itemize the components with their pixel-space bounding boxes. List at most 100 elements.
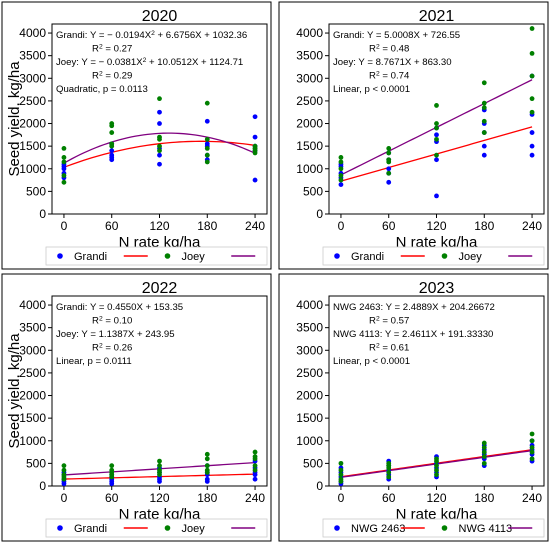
data-point-1 [338, 173, 344, 178]
data-point-1 [61, 146, 67, 151]
x-tick-label: 0 [61, 491, 68, 505]
y-tick-label: 4000 [19, 298, 46, 312]
x-tick-label: 120 [426, 219, 446, 233]
data-point-1 [252, 148, 258, 154]
data-point-1 [338, 472, 344, 478]
x-tick-label: 240 [522, 219, 542, 233]
annotation-line: Joey: Y = 1.1387X + 243.95 [56, 329, 175, 340]
data-point-0 [252, 177, 258, 183]
y-tick-label: 2500 [19, 366, 46, 380]
annotation-line: Grandi: Y = 5.0008X + 726.55 [333, 30, 460, 41]
data-point-0 [109, 148, 115, 154]
y-tick-label: 4000 [296, 298, 323, 312]
panel-frame [1, 273, 272, 542]
data-point-1 [338, 155, 344, 160]
y-tick-label: 0 [39, 479, 46, 493]
data-point-1 [157, 467, 162, 473]
annotation-line: R2 = 0.27 [92, 43, 132, 55]
annotation-line: Quadratic, p = 0.0113 [56, 84, 148, 95]
data-point-0 [252, 476, 258, 482]
data-point-1 [338, 476, 344, 482]
data-point-1 [204, 152, 210, 158]
x-tick-label: 180 [197, 219, 217, 233]
data-point-1 [157, 143, 162, 149]
y-tick-label: 500 [26, 456, 46, 470]
data-point-0 [481, 143, 487, 149]
data-point-1 [252, 454, 258, 459]
annotation-line: R2 = 0.74 [369, 70, 410, 82]
y-tick-label: 0 [316, 479, 323, 493]
data-point-1 [204, 100, 210, 106]
y-tick-label: 0 [39, 207, 46, 221]
legend-marker [164, 253, 171, 259]
chart-panel-2022: 2022 0 500 1000 1500 2000 2500 3000 3500 4000 0 60 1… [1, 273, 272, 542]
y-tick-label: 3500 [19, 49, 46, 63]
data-point-1 [338, 159, 344, 165]
data-point-1 [386, 157, 392, 163]
y-tick-label: 3000 [19, 343, 46, 357]
data-point-1 [481, 460, 487, 466]
data-point-1 [386, 474, 392, 480]
data-point-1 [204, 146, 210, 151]
y-tick-label: 2500 [19, 94, 46, 108]
legend-marker [57, 253, 63, 259]
data-point-1 [109, 467, 115, 473]
x-tick-label: 240 [522, 491, 542, 505]
data-point-0 [204, 118, 210, 124]
data-point-1 [157, 136, 162, 142]
y-tick-label: 3000 [19, 71, 46, 85]
data-point-1 [204, 463, 210, 469]
y-tick-label: 1500 [19, 411, 46, 425]
fit-line-0 [63, 140, 256, 168]
data-point-1 [386, 146, 392, 151]
data-point-0 [529, 130, 535, 135]
x-tick-label: 60 [382, 491, 396, 505]
legend-marker [441, 253, 448, 259]
data-point-1 [434, 125, 439, 131]
data-point-1 [61, 155, 67, 160]
data-point-0 [434, 157, 439, 163]
data-point-1 [252, 463, 258, 469]
legend-marker [334, 253, 340, 259]
data-point-1 [434, 136, 439, 142]
data-point-1 [204, 467, 210, 473]
data-point-1 [481, 105, 487, 111]
y-tick-label: 3000 [296, 71, 323, 85]
data-point-1 [481, 445, 487, 450]
data-point-0 [434, 132, 439, 138]
data-point-1 [529, 431, 535, 437]
data-point-1 [434, 467, 439, 473]
data-point-1 [529, 109, 535, 115]
legend: Grandi Joey [45, 518, 268, 538]
chart-title: 2021 [419, 8, 455, 25]
legend-marker [164, 525, 171, 531]
data-point-0 [157, 152, 162, 158]
annotation-line: Joey: Y = − 0.0381X2 + 10.0512X + 1124.7… [56, 57, 243, 69]
x-tick-label: 0 [338, 219, 345, 233]
y-tick-label: 2000 [296, 389, 323, 403]
panel-frame [278, 273, 549, 542]
data-point-1 [434, 152, 439, 158]
x-tick-label: 120 [149, 491, 169, 505]
data-point-0 [109, 155, 115, 160]
data-point-0 [529, 143, 535, 149]
data-point-1 [204, 451, 210, 457]
data-point-1 [204, 136, 210, 142]
data-point-1 [61, 472, 67, 478]
data-point-1 [434, 463, 439, 469]
data-point-1 [252, 467, 258, 473]
annotation-line: Joey: Y = 8.7671X + 863.30 [333, 57, 452, 68]
data-point-0 [386, 179, 392, 185]
data-point-1 [109, 143, 115, 149]
legend-marker [57, 525, 63, 531]
data-point-1 [338, 467, 344, 473]
annotation-line: NWG 4113: Y = 2.4611X + 191.33330 [333, 329, 493, 340]
y-tick-label: 4000 [19, 26, 46, 40]
data-point-0 [338, 182, 344, 187]
legend: NWG 2463 NWG 4113 [322, 518, 545, 538]
y-axis-label: Seed yield, kg/ha [6, 333, 23, 449]
x-tick-label: 120 [426, 491, 446, 505]
y-tick-label: 1000 [296, 162, 323, 176]
data-point-0 [61, 166, 67, 172]
annotation-line: R2 = 0.10 [92, 315, 132, 327]
